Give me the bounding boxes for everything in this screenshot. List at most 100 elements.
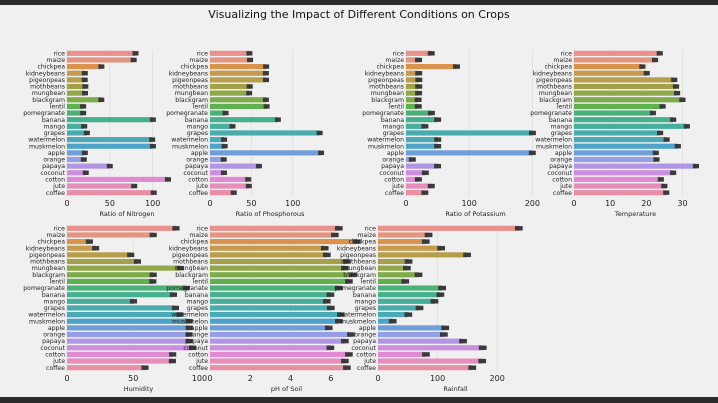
category-label: watermelon [28, 312, 65, 319]
category-label: lentil [50, 279, 66, 286]
chart-panel-6: ricemaizechickpeakidneybeanspigeonpeasmo… [334, 225, 523, 393]
category-label: pomegranate [23, 285, 65, 292]
category-label: watermelon [339, 312, 376, 319]
bar-chickpea [210, 64, 267, 70]
category-label: mango [383, 123, 405, 130]
category-label: grapes [44, 305, 65, 312]
bar-mungbean [210, 265, 345, 271]
category-label: muskmelon [172, 318, 208, 325]
bar-jute [574, 183, 665, 189]
bar-blackgram [378, 272, 419, 278]
charts-svg: ricemaizechickpeakidneybeanspigeonpeasmo… [23, 50, 699, 393]
bar-papaya [210, 338, 345, 344]
category-label: banana [42, 292, 65, 299]
category-label: mango [44, 298, 66, 305]
category-label: mothbeans [369, 84, 404, 91]
bar-mango [574, 123, 687, 129]
x-tick-label: 100 [192, 374, 207, 383]
category-label: lentil [361, 279, 377, 286]
bar-mothbeans [67, 83, 86, 90]
category-label: banana [185, 292, 208, 299]
bar-rice [67, 225, 176, 231]
category-label: maize [46, 57, 65, 64]
category-label: mungbean [371, 90, 404, 97]
bar-pomegranate [406, 110, 432, 116]
category-label: grapes [187, 305, 208, 312]
x-tick-label: 0 [403, 199, 408, 208]
bar-mango [406, 123, 425, 129]
category-label: orange [550, 157, 572, 164]
bar-pomegranate [574, 110, 653, 116]
category-label: cotton [552, 177, 572, 184]
bar-watermelon [574, 137, 667, 143]
category-label: papaya [185, 338, 208, 345]
category-label: kidneybeans [533, 70, 572, 77]
bar-maize [574, 57, 656, 63]
category-label: banana [381, 117, 404, 124]
category-label: pigeonpeas [368, 77, 404, 84]
bar-muskmelon [210, 143, 225, 149]
category-label: maize [385, 57, 404, 64]
category-label: coconut [40, 345, 65, 352]
category-label: mango [187, 123, 209, 130]
x-tick-label: 2 [248, 374, 253, 383]
bar-mango [378, 298, 435, 304]
bar-mothbeans [574, 83, 677, 90]
bar-jute [210, 183, 249, 189]
x-tick-label: 20 [641, 199, 651, 208]
bar-chickpea [378, 239, 426, 245]
bar-banana [574, 117, 674, 123]
bar-kidneybeans [574, 70, 647, 76]
category-label: chickpea [37, 64, 65, 71]
category-label: papaya [42, 338, 65, 345]
bar-coconut [67, 345, 193, 351]
bar-muskmelon [378, 318, 393, 324]
bar-lentil [67, 103, 84, 109]
category-label: pigeonpeas [172, 77, 208, 84]
x-axis-label: Humidity [124, 385, 154, 393]
category-label: mothbeans [173, 259, 208, 266]
category-label: muskmelon [340, 318, 376, 325]
category-label: apple [387, 150, 404, 157]
category-label: rice [393, 50, 405, 57]
category-label: lentil [389, 104, 405, 111]
bar-kidneybeans [210, 70, 266, 76]
bar-chickpea [67, 64, 102, 70]
bar-mango [210, 298, 327, 304]
category-label: papaya [381, 163, 404, 170]
bar-muskmelon [67, 143, 153, 149]
category-label: jute [363, 358, 376, 365]
bar-maize [210, 57, 251, 63]
bar-blackgram [210, 272, 353, 278]
category-label: mungbean [32, 90, 65, 97]
category-label: cotton [356, 352, 376, 359]
category-label: blackgram [371, 97, 404, 104]
category-label: pomegranate [334, 285, 376, 292]
category-label: coffee [189, 365, 208, 372]
category-label: lentil [193, 279, 209, 286]
bar-mungbean [406, 90, 419, 96]
bar-mango [67, 123, 85, 129]
x-tick-label: 0 [207, 199, 212, 208]
category-label: maize [46, 232, 65, 239]
x-tick-label: 50 [128, 374, 138, 383]
category-label: chickpea [348, 239, 376, 246]
bar-mungbean [210, 90, 250, 96]
category-label: chickpea [376, 64, 404, 71]
category-label: cotton [188, 177, 208, 184]
bar-cotton [378, 351, 426, 357]
bar-banana [406, 117, 438, 123]
bar-pomegranate [210, 285, 339, 291]
bar-papaya [378, 338, 464, 344]
bar-chickpea [574, 64, 643, 70]
category-label: watermelon [171, 312, 208, 319]
bar-rice [378, 225, 519, 231]
category-label: pomegranate [362, 110, 404, 117]
bar-mothbeans [210, 258, 347, 265]
category-label: pigeonpeas [172, 252, 208, 259]
bar-papaya [67, 338, 190, 344]
category-label: pigeonpeas [536, 77, 572, 84]
category-label: rice [54, 50, 66, 57]
bar-watermelon [210, 312, 341, 318]
category-label: coffee [553, 190, 572, 197]
